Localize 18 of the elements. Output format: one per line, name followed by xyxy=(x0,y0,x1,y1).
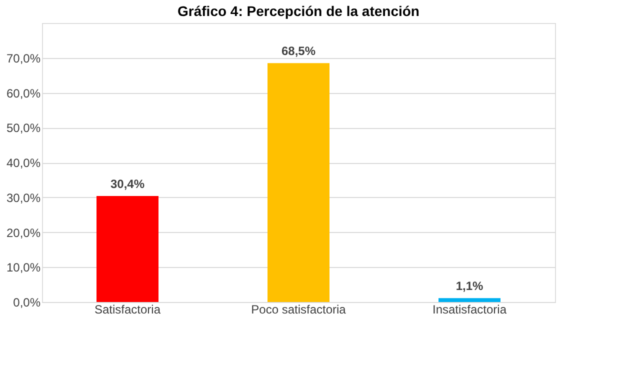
y-tick-label: 0,0% xyxy=(13,296,41,310)
bar xyxy=(96,196,158,302)
x-tick-label: Satisfactoria xyxy=(94,302,161,316)
chart-title: Gráfico 4: Percepción de la atención xyxy=(178,3,420,19)
x-tick-label: Insatisfactoria xyxy=(432,302,507,316)
x-tick-label: Poco satisfactoria xyxy=(251,302,346,316)
data-label: 1,1% xyxy=(456,279,484,294)
y-tick-label: 50,0% xyxy=(6,121,41,136)
bar xyxy=(438,298,500,302)
y-tick-label: 40,0% xyxy=(6,156,41,170)
y-tick-label: 60,0% xyxy=(6,86,41,100)
bar xyxy=(268,63,330,302)
y-tick-label: 20,0% xyxy=(6,226,41,240)
data-label: 30,4% xyxy=(110,176,145,191)
data-label: 68,5% xyxy=(281,44,316,58)
y-tick-label: 30,0% xyxy=(6,190,41,205)
y-tick-label: 70,0% xyxy=(6,51,41,66)
y-tick-label: 10,0% xyxy=(6,260,41,275)
